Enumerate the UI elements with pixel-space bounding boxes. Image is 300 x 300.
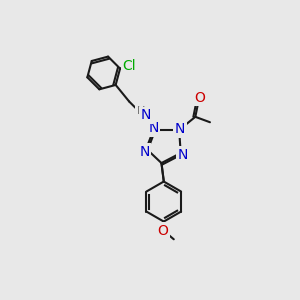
Text: O: O (158, 224, 168, 238)
Text: N: N (175, 122, 185, 136)
Text: N: N (178, 148, 188, 162)
Text: N: N (174, 123, 184, 137)
Text: H: H (136, 106, 145, 116)
Text: N: N (139, 145, 150, 158)
Text: N: N (148, 122, 159, 135)
Text: O: O (194, 91, 206, 105)
Text: Cl: Cl (122, 59, 136, 73)
Text: N: N (141, 108, 151, 122)
